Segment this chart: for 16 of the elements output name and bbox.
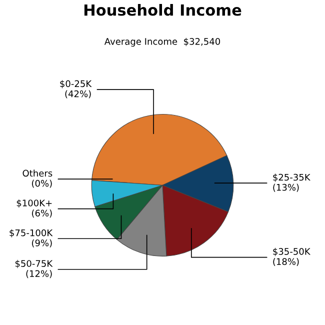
data-label: (12%) xyxy=(26,270,52,278)
slice-label: $25-35K xyxy=(273,174,310,182)
chart-title: Household Income xyxy=(84,4,242,16)
text: (0%) xyxy=(32,180,52,188)
slice-label: $75-100K xyxy=(10,229,53,238)
data-label: (18%) xyxy=(273,258,299,266)
data-label: (6%) xyxy=(32,210,52,218)
slice-label: $35-50K xyxy=(273,248,310,256)
data-label: (42%) xyxy=(65,90,91,98)
slice-label: $0-25K xyxy=(60,80,92,88)
slice-label: $50-75K xyxy=(15,260,53,268)
slice-label: $100K+ xyxy=(16,199,52,208)
category-label: Others xyxy=(22,170,52,177)
data-label: (13%) xyxy=(273,184,299,192)
data-label: (9%) xyxy=(32,239,52,248)
chart-subtitle: Average Income $32,540 xyxy=(104,38,220,47)
